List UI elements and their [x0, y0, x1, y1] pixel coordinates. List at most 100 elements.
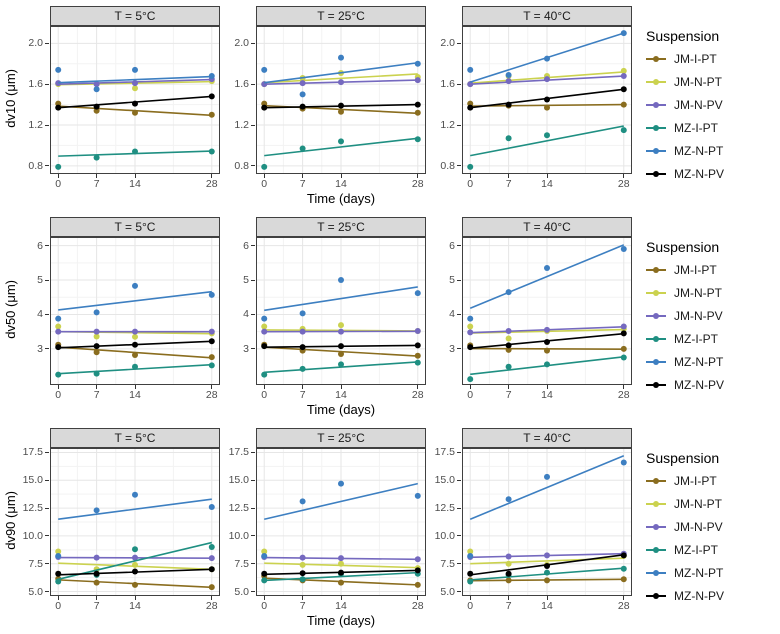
data-point-JM-N-PV: [55, 328, 62, 335]
series-JM-N-PV: [467, 323, 627, 336]
x-tick-label: 7: [505, 389, 512, 401]
legend-key-dot: [653, 148, 659, 154]
legend-entry-label: MZ-N-PT: [674, 144, 724, 158]
data-point-JM-N-PV: [208, 328, 215, 335]
data-point-MZ-N-PV: [544, 96, 550, 103]
x-tick-mark: [263, 174, 265, 178]
x-axis-ticks: 0 7 14 28: [50, 596, 220, 612]
x-tick-label: 0: [55, 389, 62, 401]
legend-key-dot: [653, 547, 659, 553]
data-point-MZ-N-PV: [544, 338, 550, 345]
trend-line-MZ-N-PT: [264, 482, 418, 520]
x-tick-label: 28: [411, 600, 424, 612]
data-point-MZ-I-PT: [299, 145, 306, 152]
data-point-MZ-N-PT: [414, 290, 421, 297]
x-tick-mark: [134, 596, 136, 600]
legend-entry-label: MZ-I-PT: [674, 332, 718, 346]
legend-key-icon: [646, 168, 666, 180]
x-tick-mark: [263, 385, 265, 389]
y-tick-mark: [457, 124, 461, 126]
data-point-MZ-I-PT: [414, 136, 421, 143]
legend-entry-JM-N-PT: JM-N-PT: [646, 497, 780, 511]
y-tick-label: 3: [449, 342, 455, 355]
data-point-JM-I-PT: [132, 352, 138, 359]
data-point-MZ-N-PV: [299, 103, 306, 110]
legend-entry-JM-N-PV: JM-N-PV: [646, 520, 780, 534]
facet-strip-label: T = 40°C: [462, 6, 632, 26]
legend-key-icon: [646, 521, 666, 533]
legend-key-icon: [646, 53, 666, 65]
y-tick-mark: [457, 591, 461, 593]
series-MZ-I-PT: [261, 570, 421, 584]
data-point-MZ-N-PV: [93, 343, 100, 350]
trend-line-MZ-N-PT: [58, 75, 212, 84]
panel-plot-area: [256, 237, 426, 385]
y-tick-label: 7.5: [28, 557, 43, 570]
data-point-JM-I-PT: [338, 108, 344, 115]
y-axis-ticks: 3 4 5 6: [226, 237, 256, 385]
data-point-MZ-N-PT: [505, 71, 512, 78]
y-tick-label: 4: [449, 308, 455, 321]
y-tick-label: 5: [243, 274, 249, 287]
data-point-JM-N-PV: [414, 556, 421, 563]
y-tick-mark: [457, 42, 461, 44]
data-point-JM-N-PT: [261, 548, 268, 555]
data-point-JM-N-PT: [620, 67, 627, 74]
data-point-JM-N-PV: [505, 78, 512, 85]
y-tick-label: 12.5: [228, 502, 249, 515]
y-tick-mark: [45, 245, 49, 247]
data-point-MZ-N-PV: [55, 104, 62, 111]
series-MZ-N-PT: [467, 30, 627, 83]
data-point-MZ-N-PV: [208, 338, 215, 345]
data-point-JM-N-PT: [132, 561, 138, 568]
data-point-JM-N-PT: [55, 548, 62, 555]
y-tick-label: 5: [37, 274, 43, 287]
y-tick-mark: [457, 507, 461, 509]
data-point-JM-I-PT: [414, 352, 421, 359]
data-point-MZ-I-PT: [132, 148, 138, 155]
x-axis-ticks: 0 7 14 28: [256, 174, 426, 190]
y-tick-label: 1.6: [234, 78, 249, 91]
x-tick-label: 0: [261, 389, 268, 401]
x-tick-mark: [263, 596, 265, 600]
data-point-MZ-N-PT: [620, 459, 627, 466]
legend-entry-label: MZ-N-PV: [674, 378, 724, 392]
x-axis-title: Time (days): [306, 402, 376, 417]
data-point-JM-N-PT: [467, 548, 474, 555]
legend-key-dot: [653, 336, 659, 342]
x-axis-ticks: 0 7 14 28: [256, 385, 426, 401]
legend-entry-JM-N-PV: JM-N-PV: [646, 309, 780, 323]
x-tick-label: 7: [505, 600, 512, 612]
y-axis-title-text: dv90 (μm): [2, 490, 18, 550]
series-MZ-N-PT: [467, 455, 627, 559]
plot-row-dv90: dv90 (μm) T = 5°C 5.0 7.5 10.0 12.5 15.0 17.5 0…: [0, 422, 780, 633]
trend-line-MZ-N-PT: [469, 244, 625, 309]
x-axis-title: Time (days): [306, 191, 376, 206]
x-tick-label: 7: [299, 389, 306, 401]
panel-plot-area: [462, 448, 632, 596]
y-tick-mark: [457, 279, 461, 281]
data-point-MZ-I-PT: [93, 154, 100, 161]
legend-key-dot: [653, 478, 659, 484]
data-point-JM-N-PT: [55, 323, 62, 330]
series-MZ-N-PV: [55, 338, 215, 351]
x-tick-mark: [302, 174, 304, 178]
legend-key-dot: [653, 313, 659, 319]
data-point-JM-N-PV: [467, 81, 474, 88]
x-tick-mark: [469, 385, 471, 389]
x-tick-label: 14: [129, 389, 141, 401]
y-tick-label: 15.0: [228, 474, 249, 487]
x-axis-title: Time (days): [306, 613, 376, 628]
data-point-MZ-I-PT: [338, 138, 344, 145]
data-point-JM-N-PV: [93, 328, 100, 335]
plot-main-dv10: T = 5°C 0.8 1.2 1.6 2.0 0 7 14 28 T = 25°C 0.8 1.2 1…: [20, 6, 632, 206]
x-tick-mark: [134, 385, 136, 389]
y-tick-label: 1.2: [234, 119, 249, 131]
y-tick-mark: [251, 535, 255, 537]
panel-plot-area: [50, 26, 220, 174]
panel-plot-area: [256, 448, 426, 596]
series-MZ-I-PT: [261, 359, 421, 378]
x-tick-label: 14: [129, 600, 141, 612]
x-tick-label: 0: [261, 600, 268, 612]
series-JM-I-PT: [55, 575, 215, 591]
